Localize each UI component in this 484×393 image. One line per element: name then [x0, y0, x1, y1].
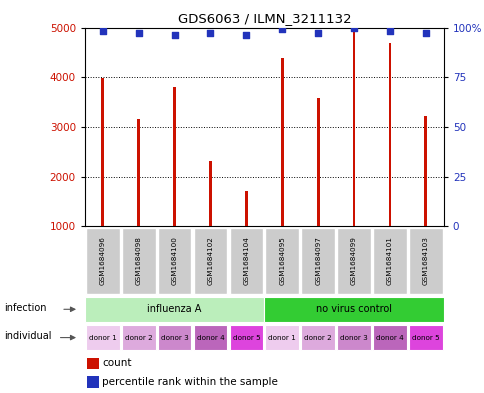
Text: GSM1684104: GSM1684104	[243, 236, 249, 285]
Text: GSM1684097: GSM1684097	[315, 236, 320, 285]
Text: GSM1684098: GSM1684098	[136, 236, 141, 285]
Text: donor 2: donor 2	[303, 334, 332, 341]
Bar	[121, 228, 155, 294]
Text: GSM1684096: GSM1684096	[100, 236, 106, 285]
Point	[349, 24, 357, 31]
Bar	[209, 161, 212, 226]
Bar	[193, 325, 227, 350]
Bar	[137, 119, 140, 226]
Text: influenza A: influenza A	[147, 304, 201, 314]
Text: percentile rank within the sample: percentile rank within the sample	[102, 377, 278, 387]
Point	[206, 30, 214, 37]
Text: donor 1: donor 1	[89, 334, 117, 341]
Title: GDS6063 / ILMN_3211132: GDS6063 / ILMN_3211132	[177, 12, 350, 25]
Text: donor 3: donor 3	[160, 334, 188, 341]
Bar	[316, 98, 319, 226]
Bar	[121, 325, 155, 350]
Bar	[424, 116, 426, 226]
Bar	[173, 87, 176, 226]
Bar	[229, 228, 263, 294]
Text: donor 4: donor 4	[375, 334, 403, 341]
Bar	[101, 78, 104, 226]
Bar	[372, 325, 406, 350]
Text: no virus control: no virus control	[316, 304, 391, 314]
Text: infection: infection	[4, 303, 46, 313]
Text: GSM1684103: GSM1684103	[422, 236, 428, 285]
Bar	[265, 325, 299, 350]
Bar	[336, 325, 370, 350]
Text: donor 4: donor 4	[196, 334, 224, 341]
Bar	[244, 191, 247, 226]
Point	[135, 30, 142, 37]
Text: donor 1: donor 1	[268, 334, 296, 341]
Point	[385, 28, 393, 35]
Bar	[408, 228, 442, 294]
Text: GSM1684095: GSM1684095	[279, 236, 285, 285]
Text: GSM1684099: GSM1684099	[350, 236, 356, 285]
Bar	[86, 228, 120, 294]
Bar	[86, 325, 120, 350]
Text: individual: individual	[4, 331, 52, 341]
Text: donor 3: donor 3	[339, 334, 367, 341]
Bar	[280, 58, 283, 226]
Bar	[87, 376, 98, 388]
Bar	[265, 228, 299, 294]
Bar	[193, 228, 227, 294]
Bar	[301, 228, 334, 294]
Point	[170, 32, 178, 39]
Point	[421, 30, 429, 37]
Text: GSM1684101: GSM1684101	[386, 236, 392, 285]
Bar	[157, 228, 191, 294]
Point	[314, 30, 321, 37]
Text: GSM1684102: GSM1684102	[207, 236, 213, 285]
Text: donor 2: donor 2	[124, 334, 152, 341]
Bar	[87, 358, 98, 369]
Bar	[336, 228, 370, 294]
Bar	[352, 29, 355, 226]
Text: donor 5: donor 5	[411, 334, 439, 341]
Point	[242, 32, 250, 39]
Point	[99, 28, 106, 35]
Bar	[229, 325, 263, 350]
Bar	[408, 325, 442, 350]
Bar	[388, 43, 391, 226]
Bar	[85, 297, 264, 322]
Bar	[157, 325, 191, 350]
Bar	[301, 325, 334, 350]
Bar	[372, 228, 406, 294]
Text: GSM1684100: GSM1684100	[171, 236, 177, 285]
Bar	[264, 297, 443, 322]
Text: donor 5: donor 5	[232, 334, 260, 341]
Point	[278, 26, 286, 33]
Text: count: count	[102, 358, 132, 368]
